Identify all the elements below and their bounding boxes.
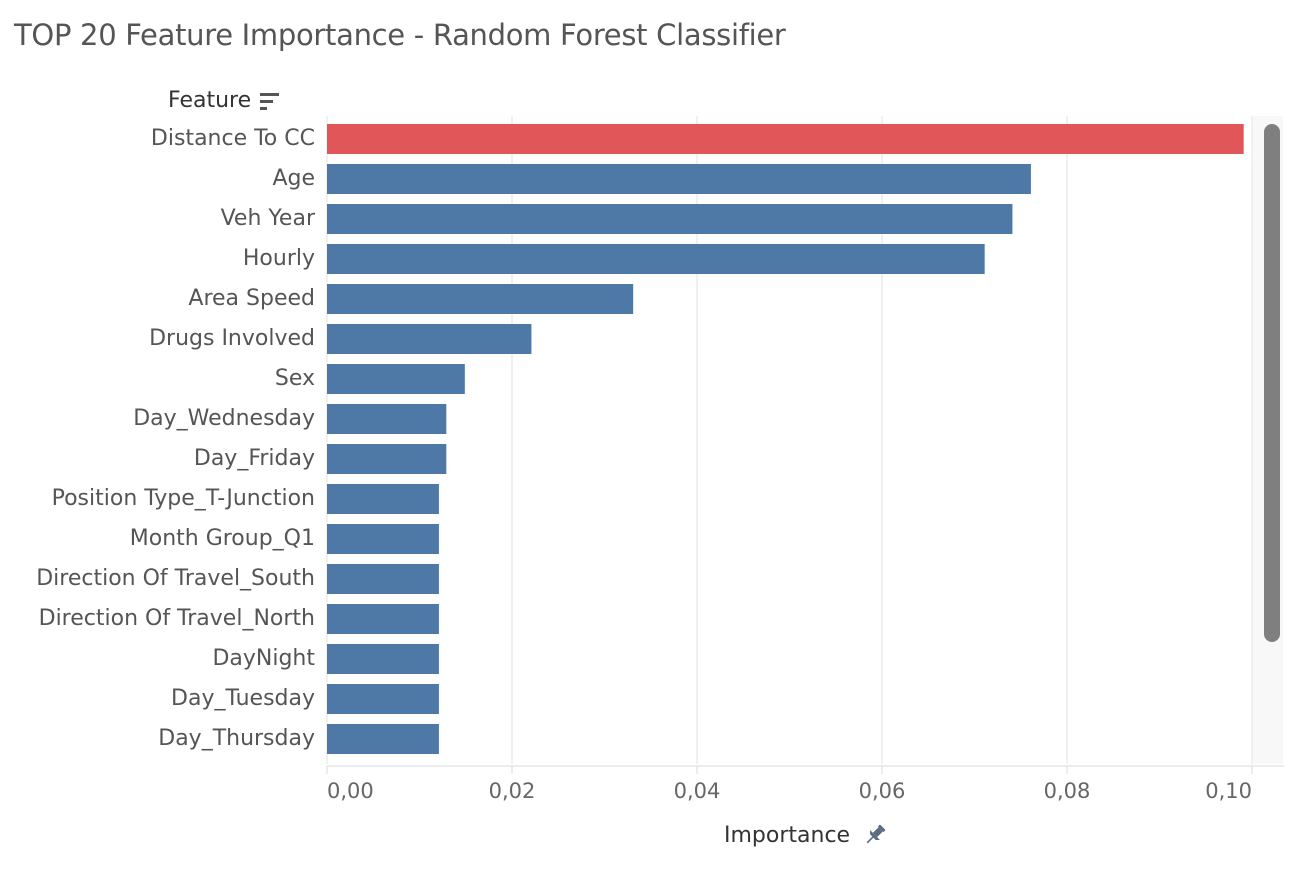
feature-axis-header[interactable]: Feature [168, 88, 281, 113]
x-tick-label: 0,08 [1044, 779, 1091, 803]
chart-title: TOP 20 Feature Importance - Random Fores… [14, 18, 786, 52]
x-tick-label: 0,06 [859, 779, 906, 803]
bar[interactable] [327, 564, 439, 594]
bar[interactable] [327, 364, 465, 394]
category-label: Drugs Involved [149, 326, 315, 351]
bar[interactable] [327, 324, 532, 354]
x-tick-label: 0,00 [327, 779, 374, 803]
bar[interactable] [327, 204, 1013, 234]
feature-header-label: Feature [168, 88, 252, 113]
category-label: Month Group_Q1 [129, 526, 315, 551]
category-label: Area Speed [188, 286, 315, 311]
category-label: Day_Friday [193, 446, 315, 471]
bar[interactable] [327, 444, 447, 474]
bar[interactable] [327, 124, 1244, 154]
pin-icon[interactable] [862, 822, 888, 848]
scrollbar-thumb[interactable] [1264, 124, 1280, 642]
x-tick-label: 0,04 [674, 779, 721, 803]
category-label: Day_Wednesday [133, 406, 315, 431]
sort-descending-icon[interactable] [259, 90, 281, 112]
category-label: DayNight [212, 646, 315, 671]
category-label: Direction Of Travel_South [36, 566, 315, 591]
category-label: Direction Of Travel_North [38, 606, 315, 631]
x-tick-label: 0,10 [1205, 779, 1252, 803]
bar[interactable] [327, 684, 439, 714]
category-label: Day_Tuesday [171, 686, 315, 711]
category-label: Day_Thursday [158, 726, 315, 751]
x-tick-label: 0,02 [489, 779, 536, 803]
category-label: Sex [274, 366, 315, 391]
category-label: Age [272, 166, 315, 191]
category-label: Position Type_T-Junction [51, 486, 315, 511]
x-axis-title: Importance [724, 822, 888, 848]
bar[interactable] [327, 644, 439, 674]
bar[interactable] [327, 404, 447, 434]
bar[interactable] [327, 164, 1031, 194]
category-label: Hourly [242, 246, 315, 271]
bar[interactable] [327, 724, 439, 754]
bar[interactable] [327, 484, 439, 514]
x-axis-title-label: Importance [724, 822, 851, 848]
bar[interactable] [327, 244, 985, 274]
bar[interactable] [327, 604, 439, 634]
bar[interactable] [327, 524, 439, 554]
category-label: Veh Year [220, 206, 315, 231]
category-label: Distance To CC [150, 126, 315, 151]
bar[interactable] [327, 284, 634, 314]
